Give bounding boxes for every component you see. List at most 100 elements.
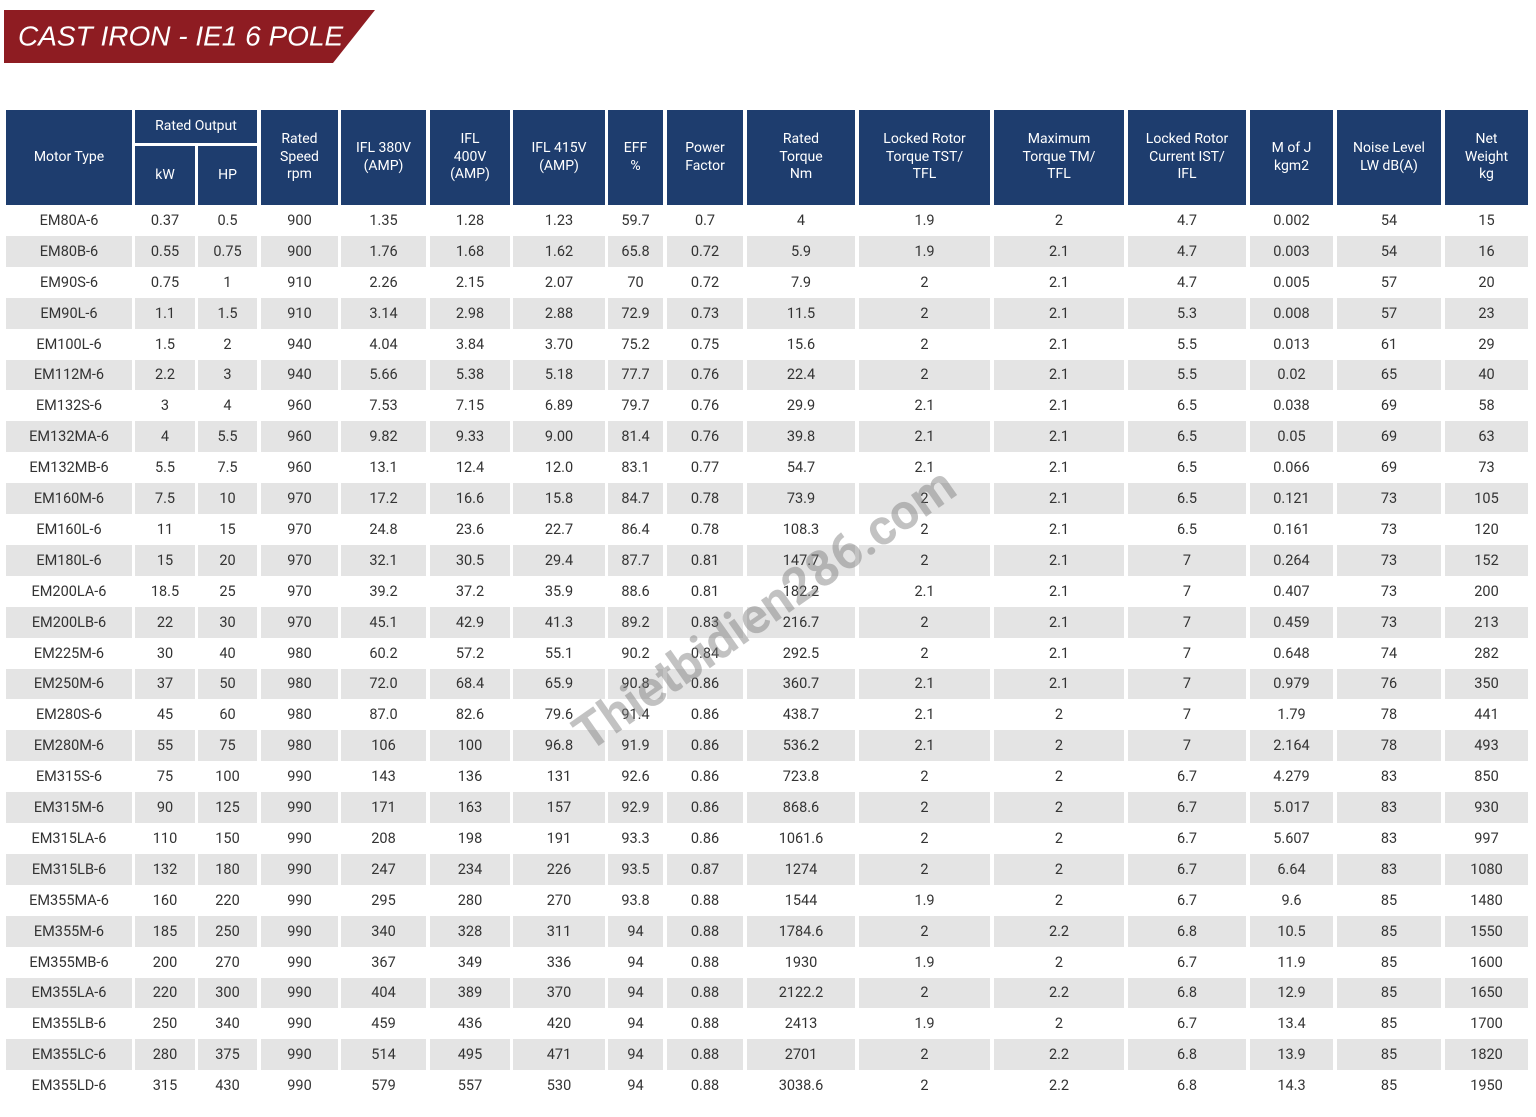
- table-cell: 0.73: [667, 297, 743, 329]
- column-header: Net Weight kg: [1445, 110, 1528, 205]
- table-cell: 2: [920, 273, 929, 291]
- table-cell: 7: [1128, 668, 1246, 700]
- table-cell: 2.2: [994, 977, 1124, 1009]
- table-cell: 5.9: [747, 235, 855, 267]
- table-cell: 69: [1380, 397, 1398, 415]
- table-cell: 2: [859, 853, 990, 885]
- table-cell: 0.88: [690, 1015, 720, 1033]
- table-cell: 6.5: [1128, 421, 1246, 453]
- table-cell: 990: [261, 792, 338, 823]
- table-cell: 2: [859, 606, 990, 638]
- row-label: EM200LB-6: [6, 606, 132, 638]
- table-cell: 143: [371, 768, 396, 786]
- table-cell: 0.86: [667, 668, 743, 700]
- sub-header: kW: [135, 146, 195, 205]
- table-cell: 1650: [1445, 977, 1528, 1009]
- table-cell: 2: [1054, 891, 1064, 909]
- table-cell: 990: [261, 1039, 338, 1071]
- table-cell: 0.459: [1250, 606, 1333, 638]
- table-cell: 1.76: [341, 235, 426, 267]
- table-cell: 68.4: [430, 668, 510, 700]
- table-cell: 4.04: [369, 335, 398, 353]
- table-cell: 6.7: [1176, 1015, 1198, 1033]
- table-cell: 85: [1380, 891, 1398, 909]
- table-cell: 5.66: [341, 359, 426, 391]
- table-cell: 14.3: [1277, 1077, 1306, 1095]
- table-cell: 83: [1337, 792, 1441, 823]
- table-cell: 25: [219, 582, 236, 600]
- table-cell: 6.8: [1128, 1039, 1246, 1071]
- table-cell: 0.76: [667, 421, 743, 453]
- table-cell: 430: [215, 1077, 240, 1095]
- table-cell: 530: [546, 1077, 572, 1095]
- table-cell: 12.0: [544, 459, 574, 477]
- table-cell: 0.78: [667, 483, 743, 514]
- table-cell: 57: [1380, 273, 1398, 291]
- table-cell: 2.15: [455, 273, 485, 291]
- row-label: EM90S-6: [40, 273, 98, 291]
- table-cell: 2.1: [914, 397, 935, 415]
- table-cell: 5.5: [154, 459, 176, 477]
- table-cell: 78: [1337, 730, 1441, 762]
- table-cell: 73: [1478, 459, 1495, 477]
- table-cell: 20: [198, 544, 257, 576]
- column-header: Maximum Torque TM/ TFL: [994, 110, 1124, 205]
- table-cell: 15.8: [513, 483, 605, 514]
- table-cell: 2.1: [994, 297, 1124, 329]
- table-cell: 7: [1128, 606, 1246, 638]
- table-cell: 990: [287, 1015, 312, 1033]
- table-cell: 2: [859, 483, 990, 514]
- table-cell: 198: [457, 829, 483, 847]
- table-cell: 970: [287, 582, 312, 600]
- table-cell: 900: [261, 235, 338, 267]
- table-cell: 1.5: [154, 335, 176, 353]
- table-cell: 2.2: [994, 1039, 1124, 1071]
- table-cell: 1.9: [914, 891, 935, 909]
- table-cell: 91.4: [621, 706, 650, 724]
- table-cell: 94: [627, 1077, 644, 1095]
- column-header: IFL 415V (AMP): [513, 110, 605, 205]
- table-cell: 10.5: [1250, 915, 1333, 947]
- table-cell: 90.8: [608, 668, 663, 700]
- row-label: EM355MB-6: [29, 953, 109, 971]
- table-cell: 311: [513, 915, 605, 947]
- table-cell: 4: [796, 211, 806, 229]
- table-cell: 997: [1474, 829, 1499, 847]
- table-cell: 92.6: [621, 768, 650, 786]
- table-cell: 73: [1380, 520, 1398, 538]
- table-cell: 1.9: [859, 235, 990, 267]
- table-cell: 350: [1445, 668, 1528, 700]
- table-cell: 93.3: [621, 829, 650, 847]
- table-cell: 6.7: [1128, 792, 1246, 823]
- table-cell: 2.1: [1048, 273, 1070, 291]
- table-cell: 9.82: [341, 421, 426, 453]
- table-cell: 0.55: [135, 235, 195, 267]
- table-cell: 9.00: [513, 421, 605, 453]
- table-cell: 2: [920, 520, 929, 538]
- table-cell: 200: [1474, 582, 1499, 600]
- table-cell: 1.28: [455, 211, 485, 229]
- table-cell: 213: [1445, 606, 1528, 638]
- table-cell: 6.5: [1176, 397, 1198, 415]
- table-cell: 72.0: [341, 668, 426, 700]
- table-cell: 6.7: [1176, 768, 1198, 786]
- table-cell: 70: [627, 273, 644, 291]
- table-cell: 92.9: [608, 792, 663, 823]
- row-label: EM315S-6: [35, 768, 103, 786]
- table-cell: 980: [287, 706, 312, 724]
- row-label: EM315LB-6: [6, 853, 132, 885]
- row-label: EM180L-6: [6, 544, 132, 576]
- table-cell: 0.78: [690, 520, 720, 538]
- table-cell: 2.1: [994, 668, 1124, 700]
- row-label: EM132MB-6: [29, 459, 109, 477]
- table-cell: 9.6: [1281, 891, 1302, 909]
- table-cell: 960: [287, 459, 312, 477]
- table-cell: 40: [219, 644, 236, 662]
- table-cell: 208: [371, 829, 396, 847]
- table-cell: 0.008: [1250, 297, 1333, 329]
- page-title: CAST IRON - IE1 6 POLE: [18, 20, 344, 51]
- table-cell: 375: [198, 1039, 257, 1071]
- table-cell: 29.4: [513, 544, 605, 576]
- table-cell: 106: [341, 730, 426, 762]
